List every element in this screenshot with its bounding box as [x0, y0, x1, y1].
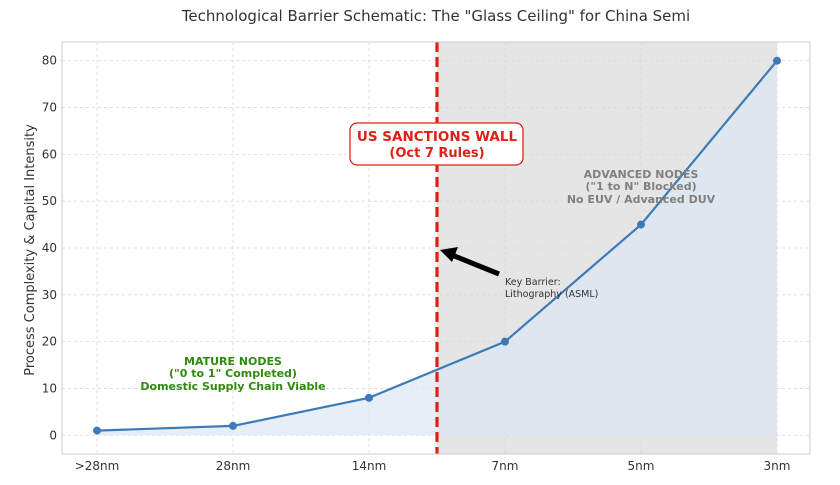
key-barrier-annotation: Key Barrier: Lithography (ASML): [440, 247, 598, 300]
y-ticks: 0 10 20 30 40 50 60 70 80: [42, 54, 57, 443]
y-tick-label: 0: [49, 428, 57, 442]
data-point: [93, 426, 101, 435]
advanced-nodes-subtitle: ("1 to N" Blocked): [585, 180, 696, 193]
advanced-nodes-note: No EUV / Advanced DUV: [567, 193, 716, 206]
y-tick-label: 10: [42, 381, 57, 395]
y-tick-label: 30: [42, 288, 57, 302]
data-point: [773, 56, 781, 65]
y-tick-label: 80: [42, 54, 57, 68]
advanced-nodes-title: ADVANCED NODES: [584, 168, 699, 181]
y-tick-label: 20: [42, 335, 57, 349]
x-ticks: >28nm 28nm 14nm 7nm 5nm 3nm: [75, 459, 791, 473]
mature-nodes-title: MATURE NODES: [184, 355, 282, 368]
key-barrier-arrowhead: [440, 247, 458, 262]
data-point: [637, 220, 645, 229]
data-point: [501, 337, 509, 346]
series-area: [97, 60, 777, 436]
advanced-nodes-annotation: ADVANCED NODES ("1 to N" Blocked) No EUV…: [567, 168, 716, 206]
data-points: [93, 56, 781, 435]
series-line: [96, 60, 778, 432]
x-tick-label: 7nm: [492, 459, 519, 473]
chart-title: Technological Barrier Schematic: The "Gl…: [181, 7, 690, 25]
x-tick-label: 3nm: [764, 459, 791, 473]
mature-nodes-note: Domestic Supply Chain Viable: [140, 380, 325, 393]
y-tick-label: 50: [42, 194, 57, 208]
y-tick-label: 40: [42, 241, 57, 255]
x-tick-label: 28nm: [216, 459, 251, 473]
series-polyline: [96, 60, 778, 432]
y-axis-label: Process Complexity & Capital Intensity: [23, 124, 38, 376]
key-barrier-subtitle: Lithography (ASML): [505, 289, 598, 300]
plot-frame: [61, 41, 811, 455]
data-point: [365, 393, 373, 402]
x-tick-label: >28nm: [75, 459, 120, 473]
sanctions-wall-box: [349, 122, 524, 166]
key-barrier-title: Key Barrier:: [505, 277, 561, 288]
sanctions-wall-subtitle: (Oct 7 Rules): [389, 146, 484, 161]
y-tick-label: 70: [42, 101, 57, 115]
mature-nodes-annotation: MATURE NODES ("0 to 1" Completed) Domest…: [140, 355, 325, 393]
area-fill: [97, 60, 777, 436]
data-point: [229, 421, 237, 430]
x-tick-label: 5nm: [628, 459, 655, 473]
key-barrier-arrow: [451, 252, 500, 277]
x-tick-label: 14nm: [352, 459, 387, 473]
sanctions-wall-title: US SANCTIONS WALL: [357, 129, 518, 145]
mature-nodes-subtitle: ("0 to 1" Completed): [169, 367, 297, 380]
y-tick-label: 60: [42, 147, 57, 161]
sanctions-wall-annotation: US SANCTIONS WALL (Oct 7 Rules): [349, 122, 524, 166]
